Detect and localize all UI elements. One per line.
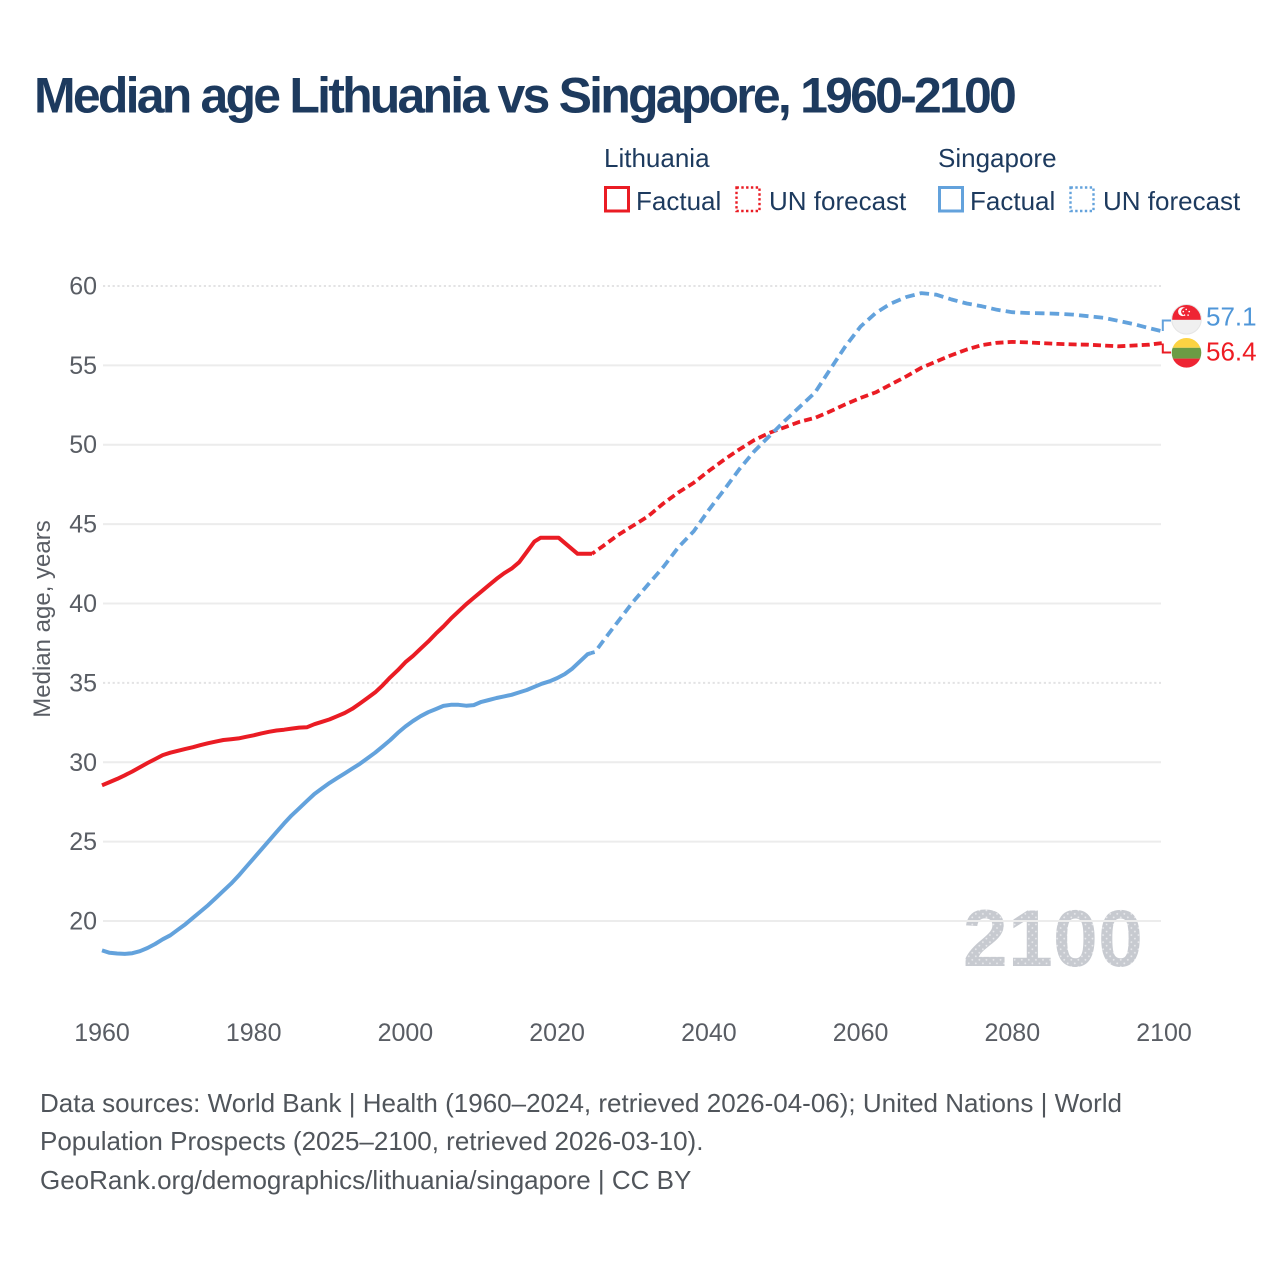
svg-text:56.4: 56.4 [1206,337,1257,367]
svg-text:55: 55 [69,352,97,380]
svg-text:Factual: Factual [970,186,1055,216]
svg-text:35: 35 [69,669,97,697]
svg-text:2040: 2040 [681,1019,737,1047]
svg-text:Population Prospects (2025–210: Population Prospects (2025–2100, retriev… [40,1126,703,1156]
svg-text:Median age, years: Median age, years [29,520,56,717]
svg-text:GeoRank.org/demographics/lithu: GeoRank.org/demographics/lithuania/singa… [40,1165,691,1195]
svg-text:1960: 1960 [74,1019,130,1047]
svg-text:2060: 2060 [833,1019,889,1047]
svg-text:UN forecast: UN forecast [1103,186,1241,216]
svg-text:2100: 2100 [963,894,1143,984]
svg-text:2000: 2000 [378,1019,434,1047]
svg-text:Median age Lithuania vs Singap: Median age Lithuania vs Singapore, 1960-… [34,68,1015,124]
svg-text:45: 45 [69,511,97,539]
svg-text:Factual: Factual [636,186,721,216]
svg-text:40: 40 [69,590,97,618]
svg-text:57.1: 57.1 [1206,302,1257,332]
svg-text:25: 25 [69,828,97,856]
svg-text:Singapore: Singapore [938,143,1057,173]
svg-text:UN forecast: UN forecast [769,186,907,216]
svg-text:Lithuania: Lithuania [604,143,710,173]
svg-text:20: 20 [69,908,97,936]
svg-text:2020: 2020 [529,1019,585,1047]
svg-text:50: 50 [69,431,97,459]
svg-text:1980: 1980 [226,1019,282,1047]
svg-text:30: 30 [69,749,97,777]
svg-text:Data sources: World Bank | Hea: Data sources: World Bank | Health (1960–… [40,1088,1122,1118]
svg-text:60: 60 [69,273,97,301]
svg-text:2080: 2080 [984,1019,1040,1047]
svg-text:2100: 2100 [1136,1019,1192,1047]
